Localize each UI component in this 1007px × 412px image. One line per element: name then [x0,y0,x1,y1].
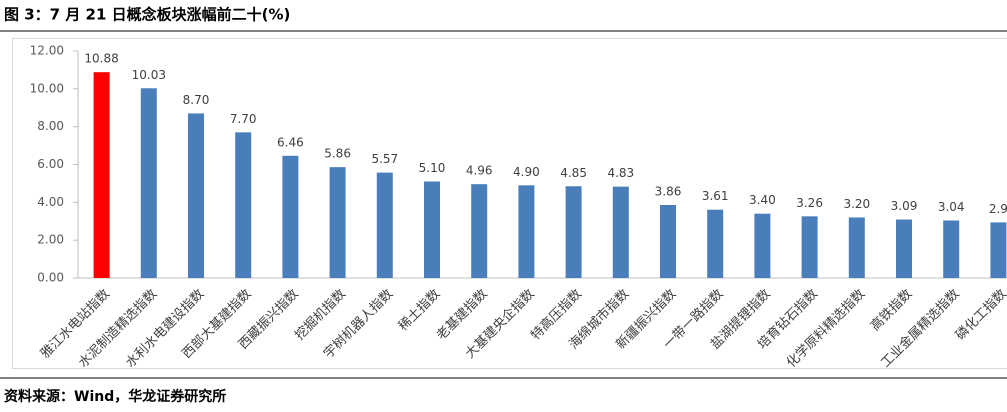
value-label: 4.83 [607,166,634,180]
bar [235,132,252,278]
value-label: 3.20 [843,197,870,211]
bar [848,217,865,278]
bar [518,185,535,278]
y-tick-label: 8.00 [37,119,64,133]
bar [565,186,582,278]
bar [329,167,346,278]
value-label: 3.26 [796,196,823,210]
bar [943,220,960,278]
bar [754,213,771,278]
y-tick-label: 2.00 [37,233,64,247]
x-tick-label: 工业金属精选指数 [878,286,963,371]
value-label: 3.61 [702,189,729,203]
x-tick-label: 高铁指数 [867,286,915,334]
bar [660,204,676,278]
bar [707,209,724,278]
bar [140,88,157,278]
value-label: 2.9 [989,202,1007,216]
bar [612,186,629,278]
chart-frame [12,38,1007,369]
y-tick-label: 4.00 [37,195,64,209]
y-tick-label: 12.00 [30,44,64,58]
bar [990,222,1007,278]
x-tick-label: 磷化工指数 [953,287,1007,344]
value-label: 4.96 [466,164,493,178]
bar [93,72,110,278]
chart-title: 图 3：7 月 21 日概念板块涨幅前二十(%) [4,6,290,24]
value-label: 3.86 [655,184,682,198]
bar [282,155,299,278]
bar [471,184,488,278]
y-tick-label: 0.00 [37,271,64,285]
value-label: 8.70 [183,93,210,107]
bar [188,113,204,278]
source: 资料来源：Wind，华龙证券研究所 [4,388,226,405]
bar [896,219,912,278]
x-tick-label: 稀土指数 [396,287,443,334]
value-label: 4.85 [560,166,587,180]
value-label: 10.88 [84,52,118,66]
bar [801,216,818,278]
value-label: 5.86 [324,147,351,161]
value-label: 3.04 [938,200,965,214]
y-tick-label: 6.00 [37,157,64,171]
bar [424,181,440,278]
y-tick-label: 10.00 [30,81,64,95]
value-label: 10.03 [132,68,166,82]
value-label: 7.70 [230,112,257,126]
value-label: 4.90 [513,165,540,179]
value-label: 3.40 [749,193,776,207]
bar [376,172,393,278]
value-label: 5.10 [419,161,446,175]
x-tick-label: 化学原料精选指数 [783,286,868,371]
value-label: 6.46 [277,135,304,149]
value-label: 5.57 [371,152,398,166]
value-label: 3.09 [891,199,918,213]
